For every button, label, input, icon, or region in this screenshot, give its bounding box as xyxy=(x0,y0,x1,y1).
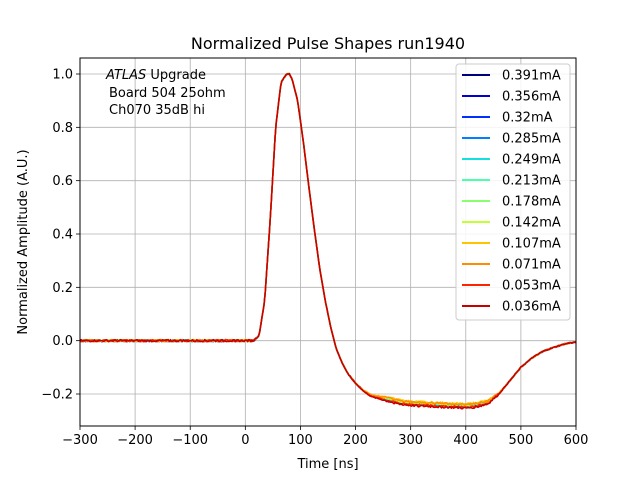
y-tick-label: 0.2 xyxy=(52,281,73,296)
legend-label: 0.142mA xyxy=(502,216,561,231)
annotation-upgrade: Upgrade xyxy=(146,68,206,83)
x-tick-label: 0 xyxy=(241,433,249,448)
annotation: ATLAS Upgrade Board 504 25ohm Ch070 35dB… xyxy=(105,68,226,118)
x-axis-ticks: −300 −200 −100 0 100 200 300 400 500 600 xyxy=(62,426,588,448)
x-tick-label: −100 xyxy=(172,433,208,448)
plot-frame xyxy=(79,57,577,427)
annotation-line-2: Board 504 25ohm xyxy=(109,86,226,101)
x-tick-label: 500 xyxy=(508,433,533,448)
y-tick-label: 1.0 xyxy=(52,68,73,83)
y-tick-label: 0.6 xyxy=(52,174,73,189)
legend-label: 0.356mA xyxy=(502,90,561,105)
annotation-line-3: Ch070 35dB hi xyxy=(109,103,205,118)
series-line xyxy=(79,72,576,410)
y-tick-label: −0.2 xyxy=(41,388,73,403)
x-tick-label: −200 xyxy=(117,433,153,448)
legend: 0.391mA 0.356mA 0.32mA 0.285mA 0.249mA 0.213m… xyxy=(455,63,571,321)
x-tick-label: 400 xyxy=(453,433,478,448)
annotation-line-1: ATLAS Upgrade xyxy=(105,68,206,83)
y-tick-label: 0.4 xyxy=(52,228,73,243)
legend-label: 0.213mA xyxy=(502,174,561,189)
annotation-atlas: ATLAS xyxy=(105,68,146,83)
x-tick-label: 200 xyxy=(343,433,368,448)
y-tick-label: 0.0 xyxy=(52,334,73,349)
legend-label: 0.249mA xyxy=(502,153,561,168)
y-axis-ticks: −0.2 0.0 0.2 0.4 0.6 0.8 1.0 xyxy=(41,68,80,403)
x-axis-label: Time [ns] xyxy=(296,457,358,472)
y-axis-label: Normalized Amplitude (A.U.) xyxy=(16,149,31,334)
x-tick-label: 300 xyxy=(398,433,423,448)
legend-label: 0.071mA xyxy=(502,258,561,273)
plot-lines xyxy=(79,72,577,410)
legend-label: 0.32mA xyxy=(502,111,553,126)
legend-label: 0.285mA xyxy=(502,132,561,147)
chart-title: Normalized Pulse Shapes run1940 xyxy=(191,34,465,53)
legend-label: 0.178mA xyxy=(502,195,561,210)
x-tick-label: −300 xyxy=(62,433,98,448)
x-tick-label: 600 xyxy=(564,433,589,448)
legend-label: 0.107mA xyxy=(502,237,561,252)
legend-box xyxy=(455,63,571,321)
legend-label: 0.391mA xyxy=(502,69,561,84)
legend-label: 0.036mA xyxy=(502,300,561,315)
y-tick-label: 0.8 xyxy=(52,121,73,136)
x-tick-label: 100 xyxy=(288,433,313,448)
legend-label: 0.053mA xyxy=(502,279,561,294)
